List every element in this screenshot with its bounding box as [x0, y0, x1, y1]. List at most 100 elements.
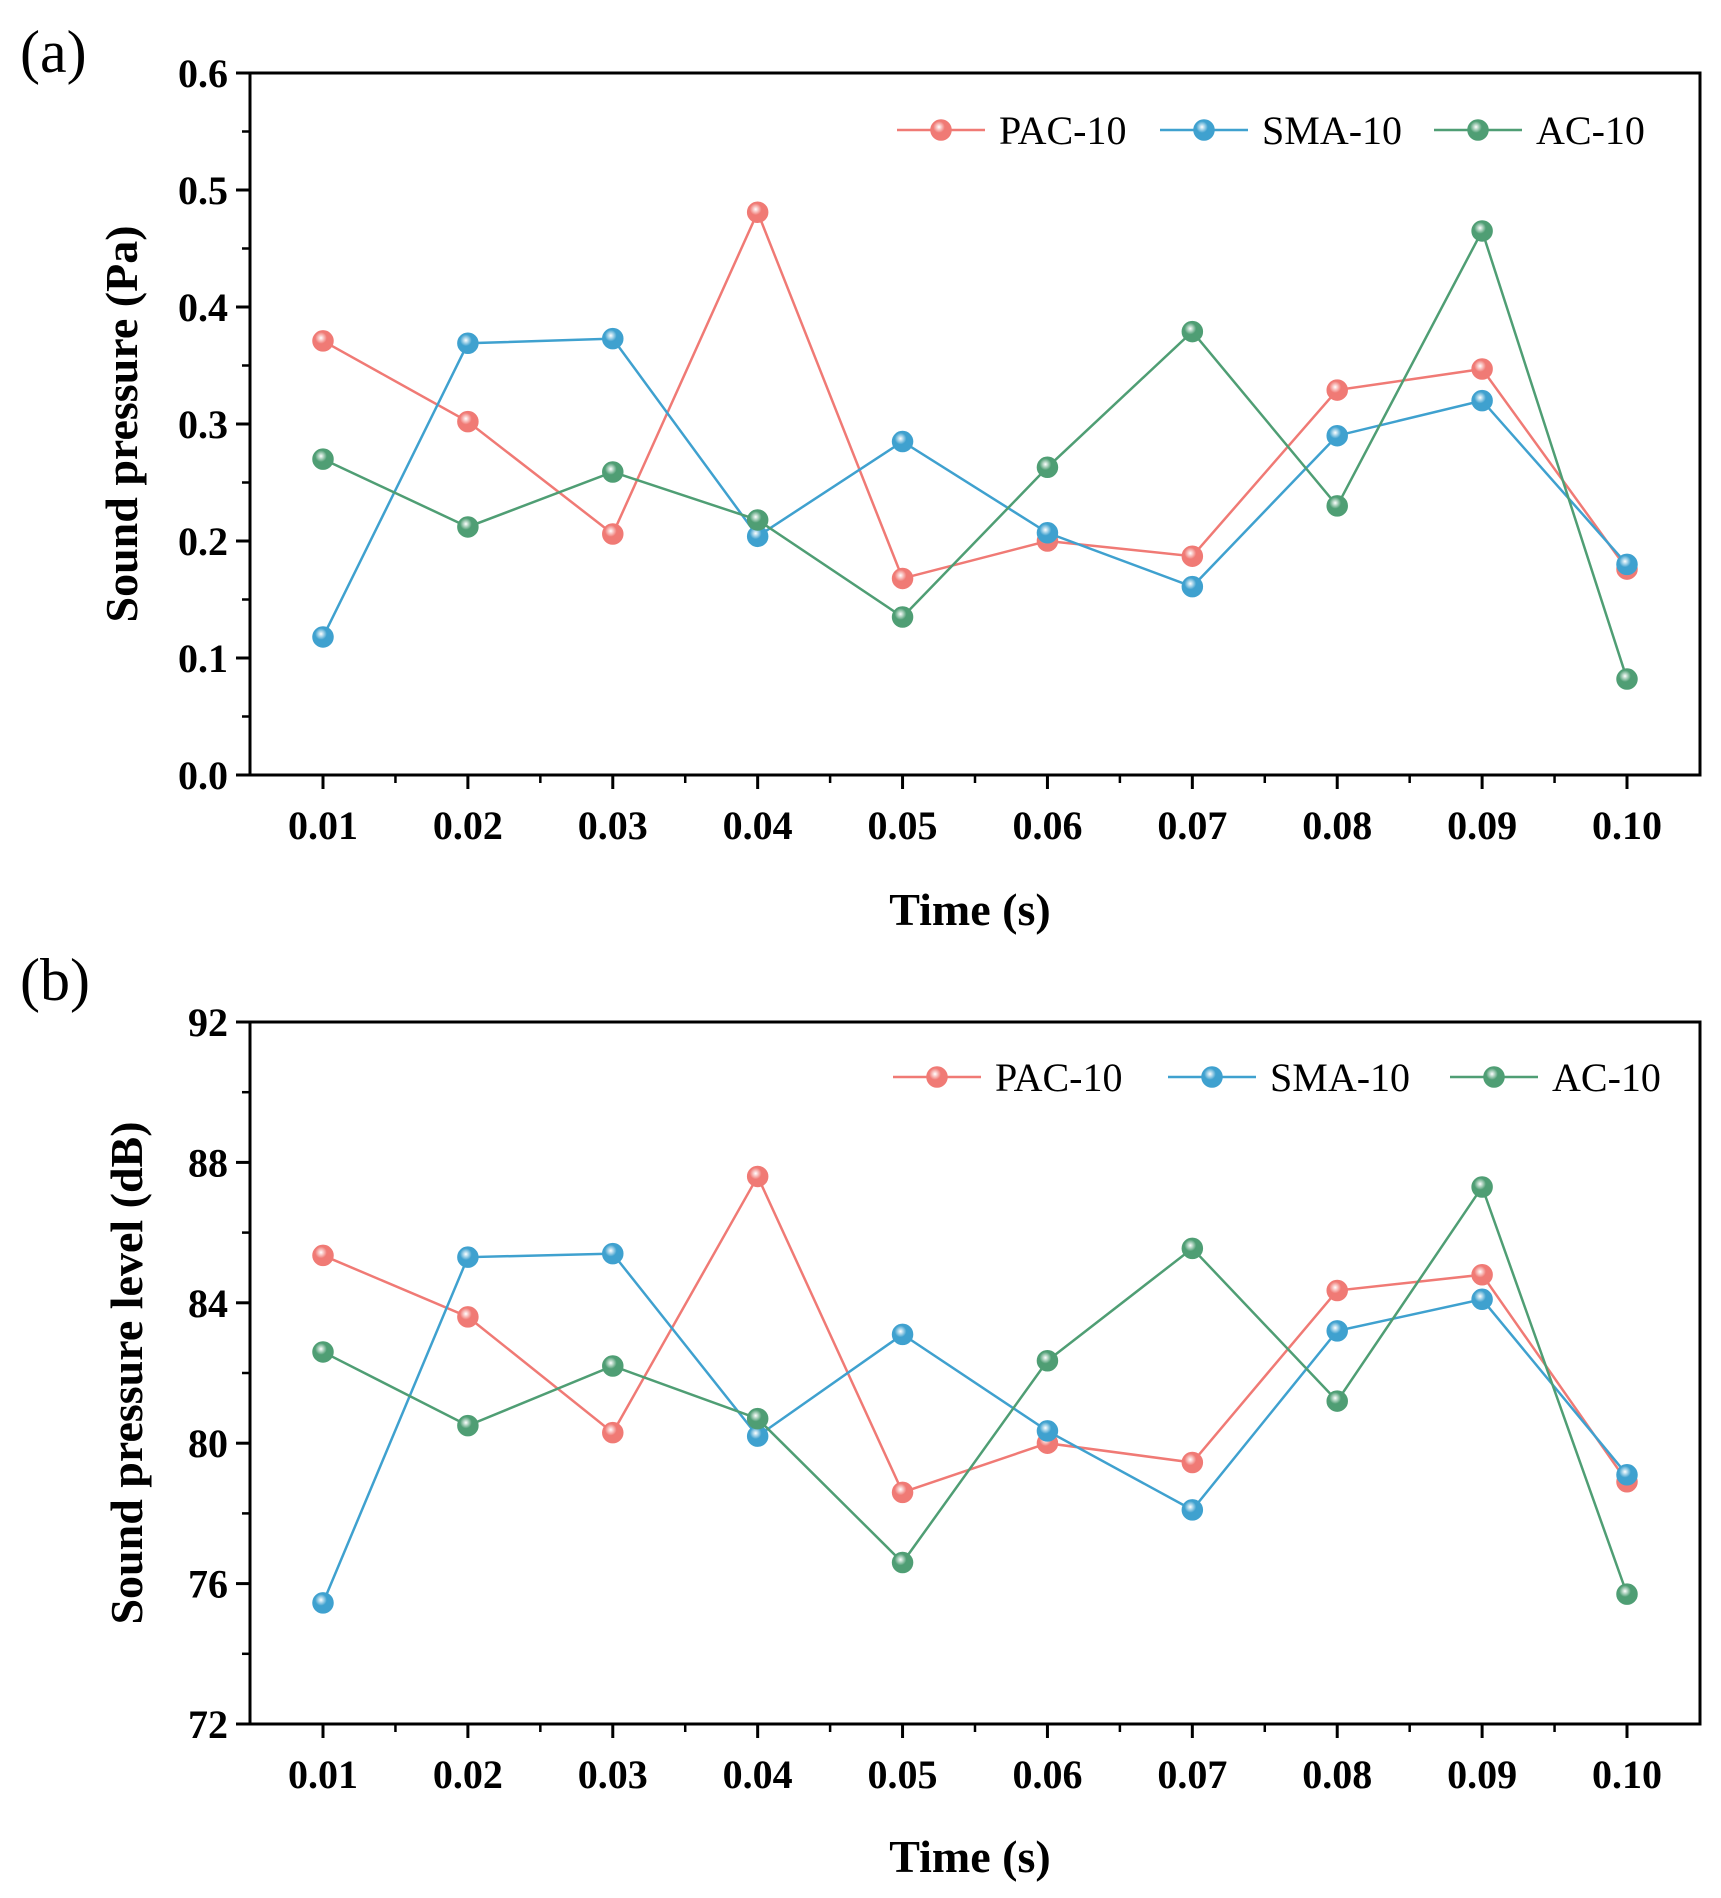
data-point: [746, 201, 769, 223]
data-point: [1036, 522, 1059, 544]
x-tick-label: 0.04: [723, 1752, 793, 1797]
y-axis-title: Sound pressure (Pa): [96, 225, 147, 622]
series-pac-10: [312, 1165, 1638, 1504]
y-tick-label: 0.0: [178, 753, 228, 798]
data-point: [457, 1306, 479, 1328]
data-point: [1326, 495, 1348, 517]
data-point: [457, 1246, 479, 1268]
data-point: [1471, 358, 1493, 380]
chart-panel-1: (a) 0.0 0.1 0.2 0.3 0.4 0.5 0.6 0.01 0.02 0.03 0.04…: [20, 19, 1702, 935]
y-tick-label: 72: [188, 1702, 228, 1747]
data-point: [891, 1323, 914, 1346]
data-point: [891, 430, 914, 453]
data-point: [602, 461, 624, 483]
series-pac-10: [312, 201, 1638, 590]
series-ac-10: [312, 1176, 1638, 1605]
x-tick-label: 0.05: [868, 1752, 938, 1797]
data-point: [891, 1551, 914, 1574]
data-point: [1181, 1237, 1204, 1260]
y-tick-label: 76: [188, 1562, 228, 1607]
legend-label: AC-10: [1536, 108, 1645, 153]
data-point: [602, 1242, 624, 1265]
data-point: [457, 410, 479, 433]
legend-label: PAC-10: [999, 108, 1126, 153]
data-point: [1616, 553, 1638, 576]
data-point: [1326, 1279, 1348, 1302]
data-point: [1326, 424, 1348, 447]
x-tick-label: 0.06: [1012, 803, 1082, 848]
x-tick-label: 0.07: [1157, 803, 1227, 848]
legend: PAC-10 SMA-10 AC-10: [897, 108, 1645, 153]
legend-label: PAC-10: [995, 1055, 1122, 1100]
data-point: [1616, 668, 1638, 690]
series-line: [321, 1252, 1628, 1604]
legend-marker: [1467, 119, 1489, 141]
legend-label: SMA-10: [1262, 108, 1402, 153]
y-tick-label: 88: [188, 1140, 228, 1185]
x-tick-label: 0.08: [1302, 1752, 1372, 1797]
data-point: [602, 1355, 624, 1377]
data-point: [602, 523, 624, 545]
series-line: [322, 227, 1629, 680]
y-tick-label: 0.6: [178, 51, 228, 96]
data-point: [1181, 545, 1204, 567]
chart-panel-2: (b) 72 76 80 84 88 92 0.01 0.02 0.03 0.04 0.05 0.06 0…: [20, 947, 1702, 1882]
series-sma-10: [312, 327, 1638, 648]
y-tick-label: 84: [188, 1281, 228, 1326]
x-axis-title: Time (s): [889, 1831, 1050, 1882]
y-tick-label: 80: [188, 1421, 228, 1466]
data-point: [312, 1244, 334, 1267]
data-point: [1326, 1320, 1348, 1342]
panel-label: (b): [20, 947, 90, 1013]
data-point: [1181, 575, 1204, 598]
legend-label: SMA-10: [1270, 1055, 1410, 1100]
panel-label: (a): [20, 19, 87, 85]
data-point: [1471, 1288, 1493, 1311]
x-tick-label: 0.09: [1447, 803, 1517, 848]
data-point: [891, 1481, 914, 1504]
y-tick-label: 0.1: [178, 636, 228, 681]
data-point: [312, 330, 334, 352]
legend-marker: [1483, 1066, 1505, 1088]
data-point: [457, 332, 479, 355]
data-point: [1616, 1583, 1638, 1605]
data-point: [1471, 220, 1493, 242]
legend-marker: [926, 1066, 948, 1088]
data-point: [312, 626, 334, 648]
x-tick-label: 0.03: [578, 803, 648, 848]
x-tick-label: 0.06: [1012, 1752, 1082, 1797]
data-point: [1181, 320, 1204, 343]
data-point: [891, 606, 914, 628]
y-tick-label: 92: [188, 1000, 228, 1045]
series-line: [322, 1184, 1629, 1595]
x-axis-title: Time (s): [889, 884, 1050, 935]
data-point: [1181, 1499, 1204, 1521]
data-point: [1036, 1349, 1059, 1372]
legend-marker: [1193, 119, 1215, 141]
y-tick-label: 0.3: [178, 402, 228, 447]
series-line: [321, 337, 1628, 638]
data-point: [312, 1341, 334, 1363]
x-tick-label: 0.02: [433, 1752, 503, 1797]
data-point: [1181, 1451, 1204, 1474]
legend-label: AC-10: [1552, 1055, 1661, 1100]
data-point: [1036, 456, 1059, 479]
data-point: [1036, 1420, 1059, 1442]
data-point: [457, 1414, 479, 1437]
data-point: [1326, 1390, 1348, 1412]
data-point: [891, 567, 914, 590]
data-point: [1471, 1176, 1493, 1198]
series-line: [322, 1173, 1629, 1494]
series-sma-10: [312, 1242, 1638, 1614]
legend-marker: [930, 119, 952, 141]
series-line: [322, 209, 1629, 580]
legend: PAC-10 SMA-10 AC-10: [893, 1055, 1661, 1100]
x-tick-label: 0.02: [433, 803, 503, 848]
x-tick-label: 0.04: [723, 803, 793, 848]
data-point: [312, 1592, 334, 1614]
data-point: [1471, 389, 1493, 412]
data-point: [1471, 1263, 1493, 1286]
data-point: [1326, 379, 1348, 401]
data-point: [746, 509, 769, 531]
